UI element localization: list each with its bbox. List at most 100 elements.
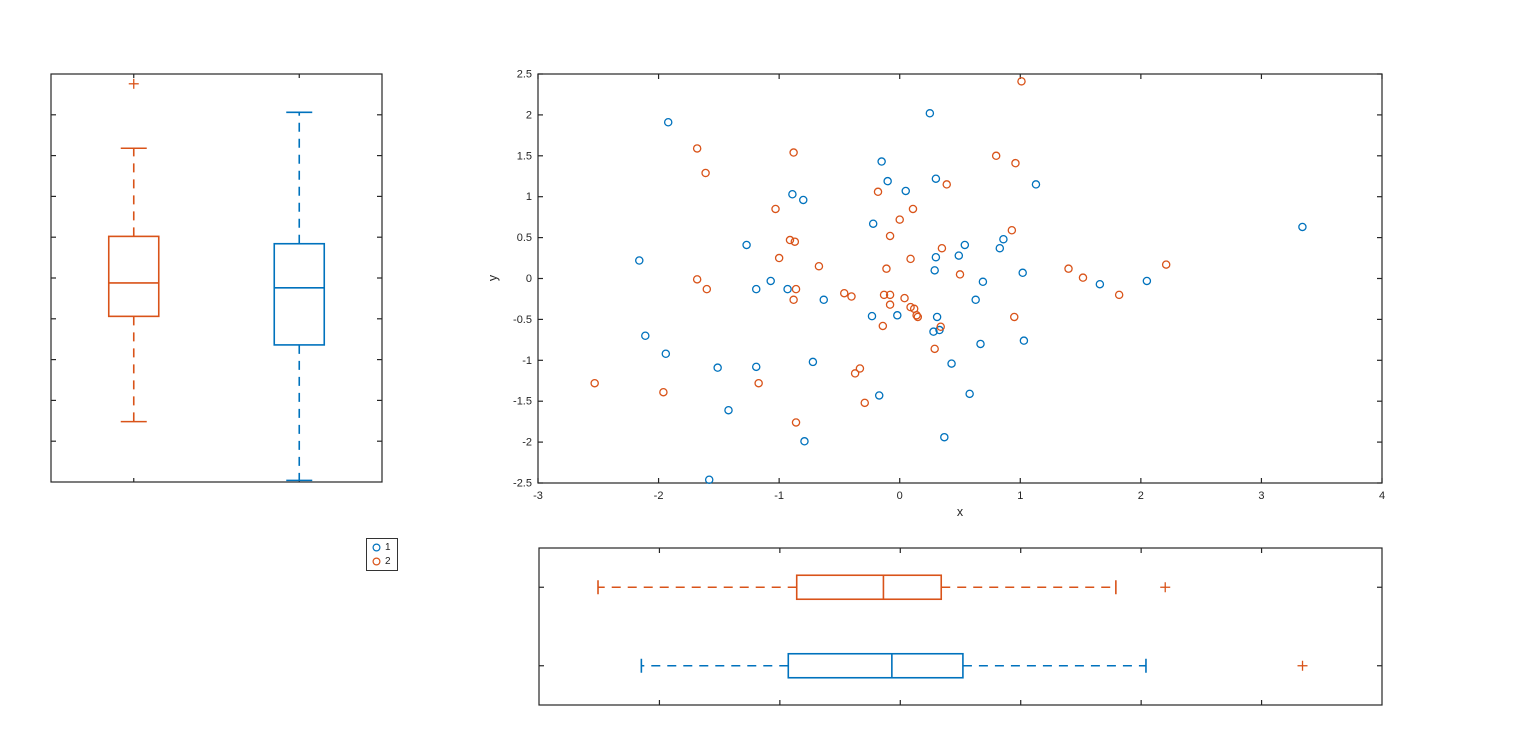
y-tick-label: 2	[526, 109, 532, 121]
x-tick-label: 2	[1138, 490, 1144, 502]
x-tick-label: 1	[1017, 490, 1023, 502]
scatter-point	[1142, 276, 1152, 286]
scatter-point	[960, 240, 970, 250]
scatter-point	[702, 284, 712, 294]
legend-marker-group1-icon	[372, 543, 381, 552]
scatter-point	[751, 362, 761, 372]
x-axis-label: x	[957, 505, 964, 519]
scatter-point	[713, 363, 722, 372]
scatter-point	[930, 266, 939, 275]
scatter-point	[751, 284, 761, 294]
scatter-point	[877, 157, 886, 166]
scatter-point	[936, 322, 945, 332]
scatter-point	[789, 148, 798, 157]
y-boxplot-panel	[50, 73, 383, 483]
scatter-point	[754, 378, 763, 388]
scatter-point	[661, 349, 671, 359]
scatter-point	[1018, 268, 1027, 278]
scatter-point	[847, 292, 856, 301]
legend-label-group2: 2	[385, 556, 391, 567]
scatter-point	[1019, 336, 1029, 345]
scatter-point	[742, 240, 751, 250]
scatter-point	[641, 331, 650, 341]
scatter-point	[808, 357, 818, 367]
scatter-point	[800, 437, 809, 446]
box	[273, 242, 326, 346]
scatter-point	[937, 243, 947, 253]
scatter-point	[840, 288, 849, 298]
generated-plot-layers: -3 -2 -1 0 1 2 3 4 -2.5 -2 -1.5 -1 -0.5 0 0.5 1 1.5 2 2.5	[50, 69, 1385, 706]
scatter-point	[1298, 222, 1307, 232]
x-tick-label: 4	[1379, 490, 1385, 502]
scatter-point	[783, 284, 792, 294]
scatter-point	[1031, 180, 1041, 189]
y-axis-label: y	[486, 274, 500, 281]
scatter-point	[895, 215, 904, 224]
legend-item-group1: 1	[371, 541, 391, 554]
x-boxplot-panel	[538, 547, 1383, 706]
y-tick-label: -2	[522, 437, 532, 449]
y-tick-label: -1	[522, 355, 532, 367]
scatter-point	[724, 405, 733, 415]
y-tick-label: -2.5	[513, 478, 532, 490]
scatter-point	[790, 237, 800, 246]
box	[795, 574, 943, 601]
scatter-point	[901, 186, 910, 196]
y-tick-label: -1.5	[513, 396, 532, 408]
scatter-point	[860, 398, 869, 408]
horizontal-box-group2	[597, 574, 1171, 601]
scatter-point	[965, 389, 974, 399]
x-tick-label: -1	[774, 490, 784, 502]
scatter-point	[766, 276, 775, 286]
scatter-point	[885, 231, 895, 241]
scatter-point	[882, 264, 891, 273]
scatter-point	[1007, 225, 1017, 235]
scatter-point	[971, 295, 980, 305]
scatter-point	[885, 300, 895, 309]
scatter-point	[893, 311, 902, 320]
scatter-point	[590, 378, 599, 388]
scatter-point	[931, 174, 941, 183]
scatter-point	[814, 261, 824, 271]
scatter-point	[771, 204, 780, 214]
scatter-point	[883, 176, 892, 186]
scatter-point	[855, 364, 865, 373]
scatter-point	[906, 254, 915, 264]
scatter-point	[867, 311, 877, 321]
scatter-point	[785, 235, 795, 245]
scatter-point	[635, 256, 644, 265]
scatter-point	[908, 204, 918, 214]
scatter-point	[1011, 158, 1020, 168]
scatter-point	[1114, 290, 1124, 300]
scatter-point	[991, 151, 1001, 161]
scatter-point	[659, 387, 668, 397]
scatter-point	[692, 275, 702, 284]
scatter-point	[976, 339, 985, 349]
scatter-point	[1161, 260, 1171, 269]
box	[787, 652, 964, 679]
scatter-point	[995, 243, 1005, 253]
y-tick-label: 0.5	[517, 232, 532, 244]
scatter-point	[874, 391, 884, 400]
x-tick-label: 3	[1258, 490, 1264, 502]
box	[107, 235, 160, 318]
scatter-point	[931, 252, 941, 262]
scatter-points-group2	[590, 77, 1171, 427]
scatter-points-group1	[635, 109, 1307, 484]
scatter-point	[942, 180, 951, 189]
scatter-point	[930, 344, 939, 354]
scatter-point	[819, 295, 829, 305]
scatter-point	[789, 295, 798, 305]
scatter-point	[873, 187, 883, 197]
scatter-point	[791, 418, 801, 427]
scatter-point	[799, 195, 808, 205]
scatter-point	[912, 311, 921, 320]
scatter-point	[704, 475, 714, 484]
vertical-box-group2	[107, 78, 160, 423]
scatter-point	[1095, 279, 1105, 289]
scatter-point	[879, 290, 889, 300]
scatter-point	[1078, 273, 1088, 282]
scatter-point	[978, 277, 988, 287]
